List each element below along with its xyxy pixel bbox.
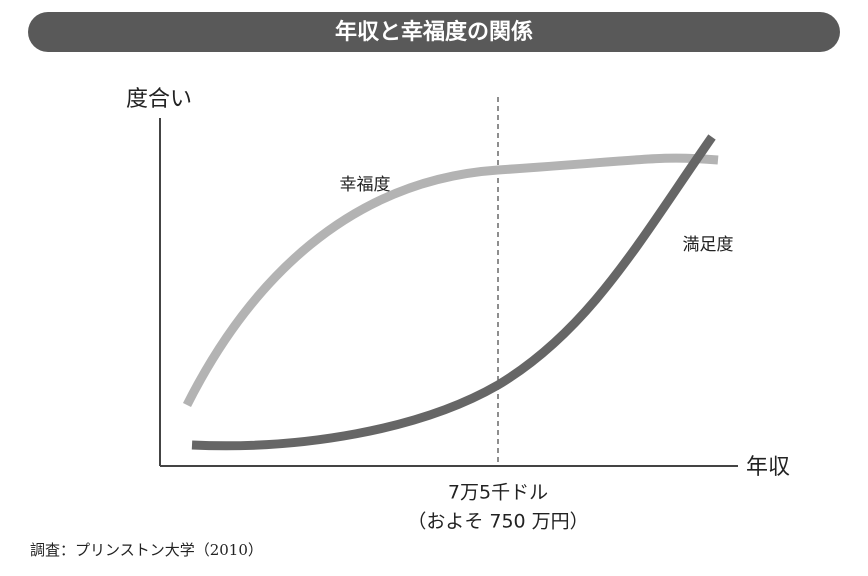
- source: 調査：プリンストン大学（2010）: [30, 541, 263, 559]
- marker-label: 7万5千ドル: [448, 482, 548, 504]
- happiness-curve: [182, 153, 719, 408]
- curve-label: 幸福度: [340, 175, 391, 195]
- satisfaction-curve: [191, 134, 716, 451]
- marker-label: （およそ 750 万円）: [407, 511, 588, 533]
- y-axis-label: 度合い: [126, 87, 192, 112]
- title-bar: [28, 12, 840, 52]
- curve-label: 満足度: [683, 235, 734, 255]
- x-axis-label: 年収: [746, 455, 790, 480]
- title: 年収と幸福度の関係: [335, 19, 533, 45]
